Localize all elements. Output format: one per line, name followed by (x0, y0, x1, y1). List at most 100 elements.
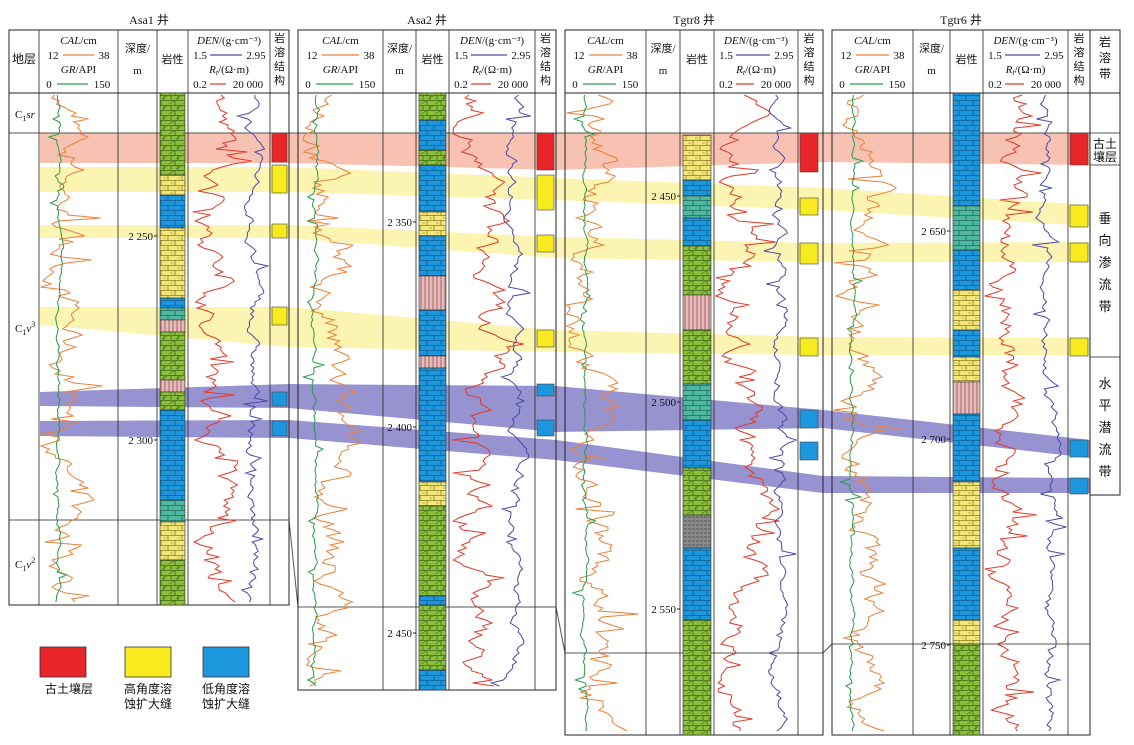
karst-structure-marker (799, 441, 819, 461)
karst-zone-label: 平 (1098, 398, 1111, 413)
gr-min: 0 (572, 79, 578, 91)
den-min: 1.5 (193, 50, 207, 62)
legend-label: 蚀扩大缝 (124, 696, 172, 711)
lithology-interval (682, 383, 712, 421)
lithology-interval (418, 309, 447, 357)
den-max: 2.95 (246, 50, 266, 62)
den-header: DEN/(g·cm⁻³) (723, 35, 788, 47)
rt-min: 0.2 (454, 79, 468, 91)
karst-structure-marker (799, 197, 819, 216)
gr-curve (571, 94, 597, 731)
well-2: Asa2 井 CAL/cm 12 38 GR/API 0 150 深度/m 岩性 DEN/(g·c… (297, 13, 557, 691)
karst-structure-header: 构 (540, 73, 551, 87)
lithology-interval (952, 289, 981, 331)
lithology-interval (952, 547, 981, 621)
rt-unit: /(Ω·m) (218, 64, 249, 76)
den-unit: /(g·cm⁻³) (482, 35, 524, 47)
karst-structure-header: 结 (1074, 60, 1085, 73)
well-frame (8, 29, 290, 606)
karst-zone-column (1089, 29, 1121, 496)
cal-max: 38 (99, 50, 111, 62)
lithology-interval (418, 505, 447, 597)
cal-min: 12 (48, 50, 59, 62)
lithology-header: 岩性 (162, 52, 184, 66)
karst-structure-marker (536, 383, 555, 397)
depth-tick-label: 2 650 (921, 226, 946, 238)
gr-max: 150 (359, 79, 376, 91)
den-max: 2.95 (511, 50, 531, 62)
karst-structure-marker (536, 132, 555, 171)
depth-unit: m (395, 65, 404, 77)
rt-max: 20 000 (233, 79, 264, 91)
rt-unit: /(Ω·m) (481, 64, 512, 76)
lithology-interval (682, 179, 712, 197)
karst-structure-header: 构 (274, 73, 285, 87)
depth-unit: m (927, 65, 936, 77)
den-name: DEN (196, 35, 220, 47)
formation-label: C1sr (15, 109, 36, 123)
lithology-interval (418, 92, 447, 121)
gr-max: 150 (94, 79, 111, 91)
depth-tick-label: 2 450 (387, 628, 412, 640)
cal-unit: /cm (874, 35, 891, 47)
formation-sup: v (26, 323, 31, 335)
lithology-interval (418, 355, 447, 369)
cal-curve (302, 94, 364, 687)
lithology-interval (159, 379, 186, 393)
gr-name: GR (61, 64, 76, 76)
gr-unit: /API (602, 64, 623, 76)
rt-max: 20 000 (1031, 79, 1062, 91)
well-name: Asa2 井 (407, 13, 447, 27)
rt-min: 0.2 (988, 79, 1002, 91)
depth-header: 深度/ (650, 41, 676, 55)
lithology-interval (159, 319, 186, 333)
karst-structure-marker (1069, 132, 1089, 166)
legend-label: 古土壤层 (45, 681, 93, 696)
karst-structure-marker (271, 223, 288, 239)
lithology-interval (682, 195, 712, 219)
karst-structure-marker (799, 242, 819, 265)
lithology-interval (159, 559, 186, 606)
lithology-interval (418, 119, 447, 151)
karst-structure-marker (271, 391, 288, 407)
well-name: Tgtr8 井 (673, 13, 715, 27)
rt-min: 0.2 (719, 79, 733, 91)
depth-header: 深度/ (387, 41, 413, 55)
depth-unit: m (659, 65, 668, 77)
den-unit: /(g·cm⁻³) (746, 35, 788, 47)
gr-max: 150 (889, 79, 906, 91)
den-header: DEN/(g·cm⁻³) (196, 35, 261, 47)
formation-header: 地层 (12, 52, 36, 66)
lithology-interval (682, 467, 712, 516)
depth-tick-label: 2 300 (128, 435, 153, 447)
formation-sub: 1 (22, 564, 26, 573)
karst-zone-label: 水 (1098, 376, 1111, 391)
lithology-interval (159, 227, 186, 299)
lithology-interval (418, 235, 447, 277)
den-name: DEN (723, 35, 747, 47)
den-header: DEN/(g·cm⁻³) (992, 35, 1057, 47)
karst-zone-label: 流 (1098, 442, 1111, 457)
legend-label: 高角度溶 (124, 681, 172, 696)
cal-unit: /cm (80, 35, 97, 47)
legend-swatch (202, 646, 250, 678)
karst-structure-header: 溶 (540, 45, 551, 59)
legend-label: 蚀扩大缝 (202, 696, 250, 711)
lithology-interval (418, 604, 447, 671)
karst-zone-label: 垂 (1098, 211, 1111, 226)
rt-curve (451, 94, 524, 687)
karst-structure-header: 岩 (540, 31, 551, 45)
cal-header: CAL/cm (60, 35, 97, 47)
karst-zone-label: 潜 (1098, 420, 1111, 435)
cal-name: CAL (854, 35, 874, 47)
rt-name: R (471, 64, 479, 76)
lithology-interval (952, 619, 981, 645)
karst-structure-marker (271, 132, 288, 163)
lithology-interval (159, 194, 186, 229)
depth-tick-label: 2 750 (921, 640, 946, 652)
karst-zone-label: 向 (1098, 233, 1111, 248)
gr-min: 0 (46, 79, 52, 91)
den-curve (763, 94, 798, 732)
karst-structure-marker (536, 234, 555, 253)
